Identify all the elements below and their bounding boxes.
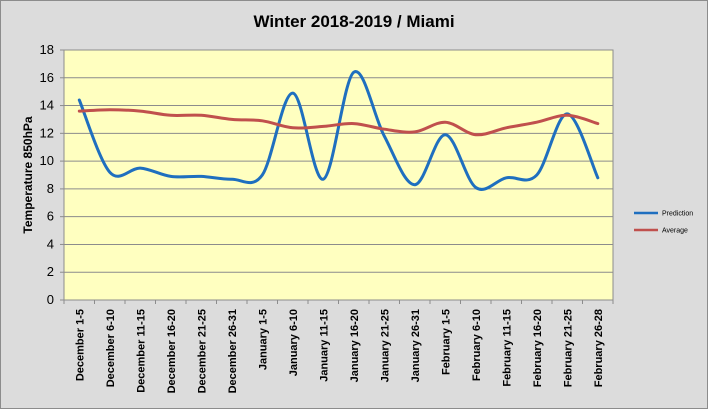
series-line-average xyxy=(77,108,600,137)
x-tick-label-6: January 1-5 xyxy=(257,309,269,370)
x-tick-label-5: December 26-31 xyxy=(227,309,239,393)
y-tick-label-6: 12 xyxy=(40,125,54,140)
y-axis-ticks: 0 2 4 6 8 10 12 14 16 18 xyxy=(40,42,64,307)
chart-title: Winter 2018-2019 / Miami xyxy=(253,12,454,31)
legend: Prediction Average xyxy=(634,211,693,235)
y-tick-label-8: 16 xyxy=(40,70,54,85)
x-tick-label-11: January 26-31 xyxy=(410,309,422,382)
x-tick-label-3: December 16-20 xyxy=(166,309,178,393)
x-tick-label-2: December 11-15 xyxy=(135,309,147,393)
x-tick-label-17: February 26-28 xyxy=(593,309,605,387)
legend-label-average: Average xyxy=(662,228,688,235)
x-tick-label-7: January 6-10 xyxy=(288,309,300,376)
y-tick-label-2: 4 xyxy=(47,236,54,251)
x-tick-label-1: December 6-10 xyxy=(105,309,117,387)
x-tick-label-8: January 11-15 xyxy=(318,309,330,382)
y-axis-label: Temperature 850hPa xyxy=(21,116,35,233)
y-tick-label-9: 18 xyxy=(40,42,54,57)
y-tick-label-4: 8 xyxy=(47,181,54,196)
x-axis-ticks: December 1-5 December 6-10 December 11-15 D… xyxy=(63,300,614,393)
x-tick-label-0: December 1-5 xyxy=(74,309,86,381)
y-tick-label-1: 2 xyxy=(47,264,54,279)
y-tick-label-0: 0 xyxy=(47,292,54,307)
legend-label-prediction: Prediction xyxy=(662,211,693,218)
x-tick-label-9: January 16-20 xyxy=(349,309,361,382)
x-tick-label-10: January 21-25 xyxy=(379,309,391,382)
y-tick-label-3: 6 xyxy=(47,209,54,224)
x-tick-label-16: February 21-25 xyxy=(562,309,574,387)
y-tick-label-7: 14 xyxy=(40,98,54,113)
x-tick-label-14: February 11-15 xyxy=(501,309,513,387)
x-tick-label-12: February 1-5 xyxy=(440,309,452,375)
x-tick-label-4: December 21-25 xyxy=(196,309,208,393)
x-tick-label-13: February 6-10 xyxy=(471,309,483,381)
series-lines xyxy=(77,70,600,191)
x-tick-label-15: February 16-20 xyxy=(532,309,544,387)
y-tick-label-5: 10 xyxy=(40,153,54,168)
plot-area xyxy=(63,49,614,301)
series-line-prediction xyxy=(77,70,600,191)
